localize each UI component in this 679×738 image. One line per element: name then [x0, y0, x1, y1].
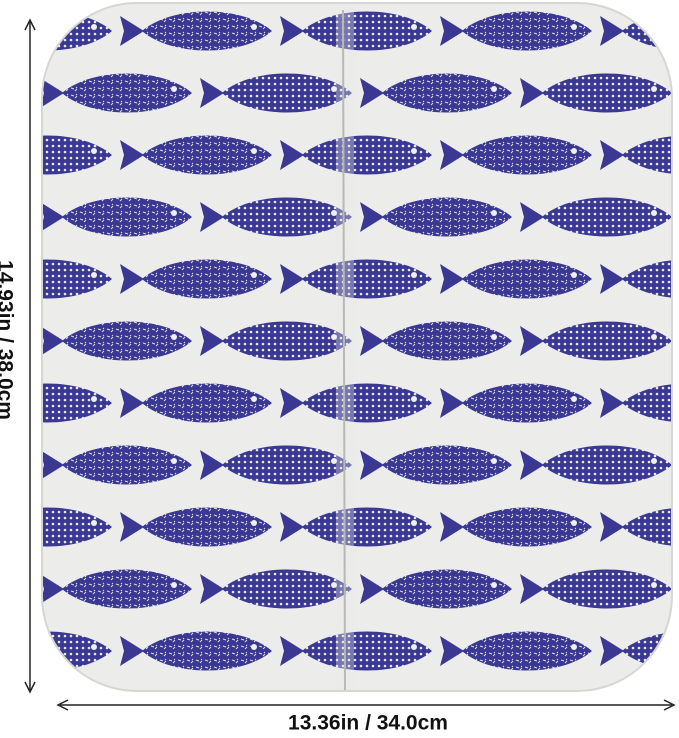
width-label: 13.36in / 34.0cm [288, 712, 448, 735]
width-arrow [56, 699, 676, 711]
placemat-edge [41, 2, 673, 692]
height-arrow [24, 18, 36, 694]
placemat [42, 3, 672, 691]
height-label: 14.93in / 38.0cm [0, 260, 16, 420]
